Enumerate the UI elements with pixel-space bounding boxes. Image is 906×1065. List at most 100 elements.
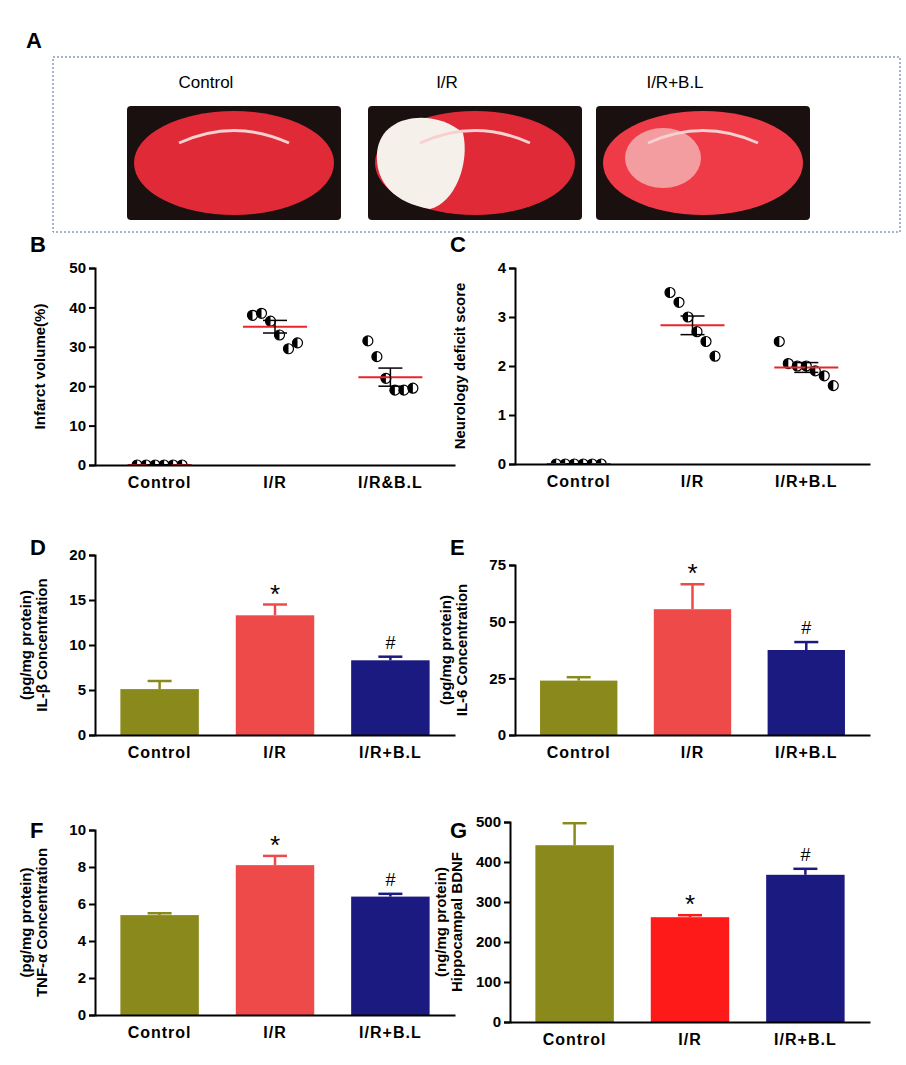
panel-label: G bbox=[450, 818, 467, 843]
x-tick: I/R+B.L bbox=[359, 735, 422, 761]
error-cap bbox=[563, 822, 587, 824]
sem-stem bbox=[692, 316, 694, 335]
x-axis: ControlI/RI/R+B.L bbox=[516, 464, 871, 490]
figure: AControlI/RI/R+B.LB01020304050ControlI/R… bbox=[0, 0, 906, 1065]
sem-bar bbox=[794, 363, 818, 373]
error-bar bbox=[148, 913, 172, 915]
point-fill bbox=[774, 337, 779, 347]
point-circle bbox=[665, 288, 675, 298]
x-tick: Control bbox=[128, 1015, 192, 1041]
x-tick-label: I/R+B.L bbox=[359, 744, 422, 761]
error-cap bbox=[794, 641, 818, 644]
x-tick-label: Control bbox=[128, 744, 192, 761]
point bbox=[266, 316, 276, 326]
x-tick: Control bbox=[547, 735, 611, 761]
y-tick-mark bbox=[89, 941, 95, 943]
slice-background bbox=[596, 106, 810, 220]
y-tick: 20 bbox=[69, 378, 95, 395]
y-axis-title: Neurology deficit score bbox=[451, 283, 468, 450]
y-tick: 100 bbox=[476, 973, 510, 990]
x-axis: ControlI/RI/R+B.L bbox=[96, 1015, 456, 1041]
slice-tissue bbox=[134, 111, 334, 215]
image-label: I/R+B.L bbox=[646, 73, 703, 92]
y-tick-label: 25 bbox=[489, 670, 506, 687]
y-tick: 4 bbox=[498, 259, 515, 276]
significance-mark: # bbox=[801, 618, 811, 638]
point-fill bbox=[408, 383, 413, 393]
y-tick-mark bbox=[504, 822, 510, 824]
point bbox=[248, 310, 258, 320]
x-tick: I/R bbox=[678, 1022, 701, 1048]
y-tick-mark bbox=[89, 830, 95, 832]
y-axis: 0255075 bbox=[489, 556, 515, 743]
y-tick: 5 bbox=[78, 681, 95, 698]
y-tick-mark bbox=[509, 565, 515, 567]
plot-marks bbox=[120, 856, 429, 1015]
y-tick-mark bbox=[504, 862, 510, 864]
y-axis-title: (ng/mg protein) bbox=[432, 867, 449, 977]
sem-cap bbox=[378, 385, 402, 387]
point-fill bbox=[248, 310, 253, 320]
error-bar bbox=[378, 894, 402, 897]
y-tick-mark bbox=[504, 902, 510, 904]
point-circle bbox=[284, 344, 294, 354]
point-fill bbox=[257, 308, 262, 318]
error-cap bbox=[793, 868, 817, 871]
x-axis: ControlI/RI/R+B.L bbox=[516, 735, 871, 761]
y-tick-label: 4 bbox=[498, 259, 507, 276]
bar bbox=[535, 845, 613, 1022]
point-fill bbox=[819, 371, 824, 381]
point bbox=[372, 352, 382, 362]
y-tick-label: 30 bbox=[69, 338, 86, 355]
x-axis-line bbox=[511, 1022, 871, 1024]
y-tick: 2 bbox=[498, 357, 515, 374]
y-tick-mark bbox=[509, 464, 515, 466]
point-fill bbox=[665, 288, 670, 298]
point-circle bbox=[674, 297, 684, 307]
y-tick-mark bbox=[89, 645, 95, 647]
y-tick: 2 bbox=[78, 969, 95, 986]
y-axis-line bbox=[89, 556, 96, 736]
y-tick: 4 bbox=[78, 932, 95, 949]
slice-structure bbox=[420, 131, 530, 144]
y-axis-line bbox=[509, 269, 516, 465]
y-tick: 50 bbox=[489, 613, 515, 630]
y-tick: 30 bbox=[69, 338, 95, 355]
point-fill bbox=[266, 316, 271, 326]
y-tick: 300 bbox=[476, 893, 510, 910]
sem-cap bbox=[263, 332, 287, 334]
y-tick: 40 bbox=[69, 299, 95, 316]
x-axis-line bbox=[96, 735, 456, 737]
error-bar bbox=[793, 869, 817, 875]
y-tick-label: 1 bbox=[498, 406, 506, 423]
image-panel: ControlI/RI/R+B.L bbox=[53, 57, 900, 232]
sem-cap bbox=[378, 367, 402, 369]
panel-label: E bbox=[450, 535, 465, 560]
y-tick-mark bbox=[89, 904, 95, 906]
y-tick-mark bbox=[504, 982, 510, 984]
y-tick-label: 75 bbox=[489, 556, 506, 573]
point-fill bbox=[828, 381, 833, 391]
y-tick-label: 0 bbox=[78, 726, 86, 743]
y-tick-label: 2 bbox=[498, 357, 506, 374]
y-tick: 25 bbox=[489, 670, 515, 687]
x-tick: I/R bbox=[681, 735, 704, 761]
x-axis-line bbox=[516, 464, 871, 466]
y-tick-label: 0 bbox=[498, 455, 506, 472]
point bbox=[828, 381, 838, 391]
y-axis-title: Infarct volume(%) bbox=[31, 304, 48, 430]
y-tick-label: 40 bbox=[69, 299, 86, 316]
y-tick: 8 bbox=[78, 858, 95, 875]
bar bbox=[651, 917, 729, 1022]
y-tick-mark bbox=[509, 735, 515, 737]
x-axis: ControlI/RI/R&B.L bbox=[96, 465, 456, 491]
point-fill bbox=[701, 337, 706, 347]
sem-stem bbox=[806, 363, 808, 373]
y-axis-line bbox=[509, 566, 516, 736]
y-tick-mark bbox=[89, 386, 95, 388]
y-axis: 05101520 bbox=[69, 546, 95, 743]
x-tick: I/R bbox=[263, 735, 286, 761]
slice-background bbox=[368, 106, 582, 220]
bar bbox=[768, 650, 845, 735]
error-cap bbox=[378, 655, 402, 658]
